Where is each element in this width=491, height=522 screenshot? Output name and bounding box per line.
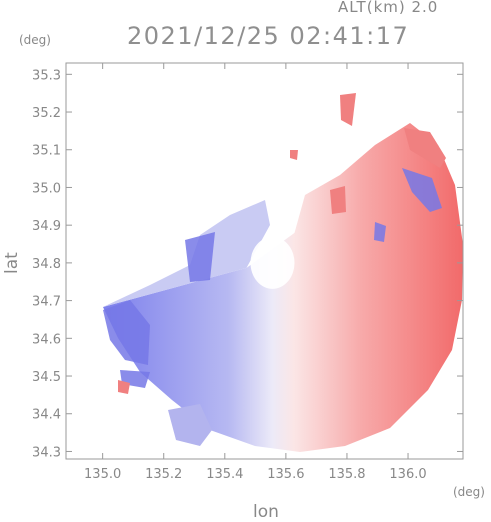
y-tick-label: 35.2 (32, 106, 61, 121)
y-tick-label: 34.6 (32, 332, 61, 347)
y-tick: 35.3 (32, 68, 463, 83)
echo-blue-2 (185, 232, 215, 282)
echo-south (168, 404, 212, 446)
timestamp-title: 2021/12/25 02:41:17 (127, 22, 410, 50)
y-tick: 34.3 (32, 445, 463, 460)
echo-red-4 (330, 186, 346, 214)
y-tick-label: 34.9 (32, 219, 61, 234)
y-tick: 34.9 (32, 219, 463, 234)
echo-red-1 (340, 93, 356, 126)
echo-red-3 (290, 150, 298, 160)
x-axis-label: lon (253, 502, 279, 522)
y-tick: 34.5 (32, 370, 463, 385)
echo-west (103, 200, 270, 307)
x-tick-label: 135.2 (145, 467, 182, 482)
echo-red-2 (404, 128, 446, 168)
x-tick-label: 135.0 (84, 467, 121, 482)
x-tick-label: 135.6 (267, 467, 304, 482)
y-tick: 35.0 (32, 181, 463, 196)
y-tick: 35.2 (32, 106, 463, 121)
y-tick-label: 35.1 (32, 144, 61, 159)
y-tick: 35.1 (32, 144, 463, 159)
echo-red-5 (118, 380, 130, 394)
x-tick: 135.0 (84, 63, 121, 482)
x-tick: 135.8 (328, 63, 366, 482)
y-tick-label: 34.8 (32, 257, 61, 272)
x-tick: 135.4 (206, 63, 243, 482)
y-tick-label: 34.4 (32, 408, 61, 423)
y-axis-unit: (deg) (19, 33, 51, 47)
x-tick-label: 135.4 (206, 467, 243, 482)
y-tick-label: 34.7 (32, 295, 61, 310)
y-tick-label: 34.3 (32, 445, 61, 460)
y-tick: 34.8 (32, 257, 463, 272)
plot-frame (65, 62, 464, 460)
echo-sector (103, 123, 463, 452)
echo-blue-1 (103, 300, 150, 365)
x-tick: 136.0 (389, 63, 427, 482)
y-tick-label: 34.5 (32, 370, 61, 385)
x-axis: 135.0 135.2 135.4 135.6 135.8 136.0 (84, 63, 427, 482)
x-tick: 135.6 (267, 63, 304, 482)
echo-blue-4 (402, 168, 442, 212)
radar-blind-zone (250, 236, 295, 289)
velocity-field (103, 93, 463, 452)
y-axis: 34.3 34.4 34.5 34.6 34.7 34.8 34.9 35.0 35.1 35.2… (32, 68, 463, 460)
x-tick-label: 135.8 (328, 467, 365, 482)
altitude-label: ALT(km) 2.0 (338, 0, 439, 16)
y-tick: 34.4 (32, 408, 463, 423)
x-axis-unit: (deg) (453, 485, 485, 499)
y-tick: 34.7 (32, 295, 463, 310)
x-tick-label: 136.0 (389, 467, 426, 482)
echo-blue-5 (374, 222, 386, 242)
y-tick-label: 35.3 (32, 68, 61, 83)
x-tick: 135.2 (145, 63, 182, 482)
y-tick-label: 35.0 (32, 181, 61, 196)
y-tick: 34.6 (32, 332, 463, 347)
